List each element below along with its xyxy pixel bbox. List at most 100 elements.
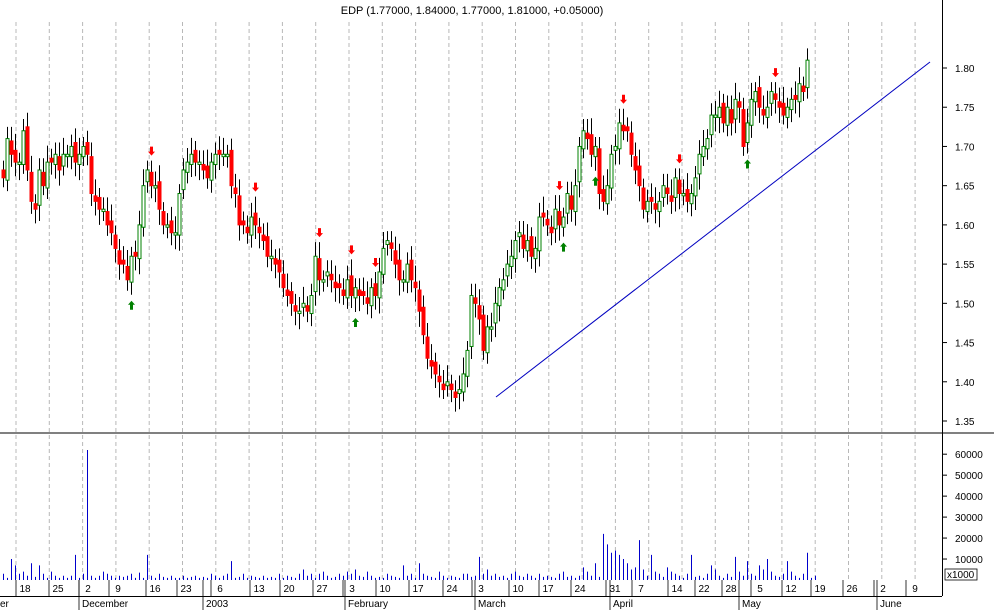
- candle-body: [141, 185, 146, 228]
- candle-body: [629, 132, 634, 155]
- candle-body: [109, 220, 114, 234]
- candle-body: [761, 109, 766, 116]
- day-tick-label: 7: [638, 584, 644, 595]
- candle-body: [665, 187, 670, 195]
- buy-arrow: [128, 300, 135, 310]
- sell-arrow: [348, 245, 355, 255]
- candle-body: [21, 130, 26, 165]
- candle-body: [801, 85, 806, 93]
- day-tick-label: 17: [542, 584, 554, 595]
- candle-body: [437, 375, 442, 383]
- candle-body: [477, 305, 482, 320]
- candle-body: [173, 232, 178, 236]
- candle-body: [29, 171, 34, 202]
- candle-body: [1, 169, 6, 179]
- candle-body: [657, 200, 662, 213]
- candle-body: [497, 287, 502, 307]
- candle-body: [609, 153, 614, 189]
- candle-body: [541, 212, 546, 218]
- candle-body: [501, 279, 506, 291]
- candle-body: [353, 287, 358, 299]
- candle-body: [85, 142, 90, 155]
- month-label: er: [0, 599, 10, 610]
- candle-body: [637, 165, 642, 187]
- candle-body: [329, 273, 334, 281]
- candle-body: [789, 98, 794, 111]
- candle-body: [325, 271, 330, 277]
- price-tick-label: 1.80: [955, 64, 975, 75]
- sell-arrow: [620, 94, 627, 104]
- candle-body: [393, 250, 398, 265]
- candle-body: [741, 109, 746, 147]
- candle-body: [61, 153, 66, 167]
- month-label: February: [348, 599, 388, 610]
- candle-body: [725, 106, 730, 126]
- candle-body: [193, 149, 198, 163]
- day-tick-label: 2: [880, 584, 886, 595]
- day-tick-label: 17: [412, 584, 424, 595]
- volume-axis: 10000 20000 30000 40000 50000 60000 x1000: [942, 450, 983, 581]
- candle-body: [621, 124, 626, 132]
- candle-body: [701, 145, 706, 158]
- candle-body: [777, 101, 782, 108]
- candle-body: [253, 212, 258, 226]
- candle-body: [433, 361, 438, 375]
- volume-bars: [3, 450, 816, 580]
- candle-body: [417, 289, 422, 312]
- candle-body: [129, 255, 134, 283]
- candle-body: [13, 149, 18, 163]
- candle-body: [245, 226, 250, 234]
- candle-body: [133, 251, 138, 257]
- day-tick-label: 31: [609, 584, 621, 595]
- candle-body: [389, 242, 394, 249]
- candle-body: [209, 161, 214, 181]
- candle-body: [53, 153, 58, 165]
- candle-body: [365, 297, 370, 304]
- candle-body: [693, 177, 698, 197]
- month-label: May: [742, 599, 761, 610]
- buy-arrow: [560, 242, 567, 252]
- candle-body: [625, 126, 630, 132]
- day-tick-label: 25: [52, 584, 64, 595]
- candle-body: [197, 161, 202, 165]
- candle-body: [69, 145, 74, 158]
- candle-body: [717, 106, 722, 118]
- candle-body: [385, 240, 390, 245]
- candle-body: [265, 236, 270, 257]
- candle-body: [757, 87, 762, 108]
- candle-body: [597, 148, 602, 195]
- candle-body: [101, 208, 106, 213]
- buy-arrow: [352, 317, 359, 327]
- month-label: 2003: [206, 599, 229, 610]
- candle-body: [233, 187, 238, 195]
- volume-unit-label: x1000: [947, 570, 975, 581]
- day-tick-label: 27: [316, 584, 328, 595]
- candle-body: [301, 302, 306, 308]
- candle-body: [689, 193, 694, 205]
- volume-unit-box: [944, 568, 978, 581]
- candle-body: [273, 258, 278, 265]
- candle-body: [9, 140, 14, 155]
- candle-body: [125, 265, 130, 281]
- day-tick-label: 22: [698, 584, 710, 595]
- candle-body: [753, 91, 758, 103]
- candle-body: [633, 156, 638, 171]
- candle-body: [169, 220, 174, 234]
- candle-body: [521, 234, 526, 249]
- candle-body: [349, 275, 354, 296]
- candle-body: [345, 279, 350, 299]
- candle-body: [673, 177, 678, 198]
- candle-body: [377, 271, 382, 299]
- trendline: [495, 61, 931, 398]
- candle-body: [573, 185, 578, 213]
- day-tick-label: 13: [253, 584, 265, 595]
- candle-body: [293, 305, 298, 312]
- candle-body: [697, 153, 702, 175]
- candle-body: [205, 165, 210, 179]
- day-tick-label: 26: [846, 584, 858, 595]
- candle-body: [369, 287, 374, 307]
- month-label: December: [82, 599, 129, 610]
- grid-lines: [15, 22, 916, 580]
- day-tick-label: 14: [671, 584, 683, 595]
- candle-body: [361, 291, 366, 296]
